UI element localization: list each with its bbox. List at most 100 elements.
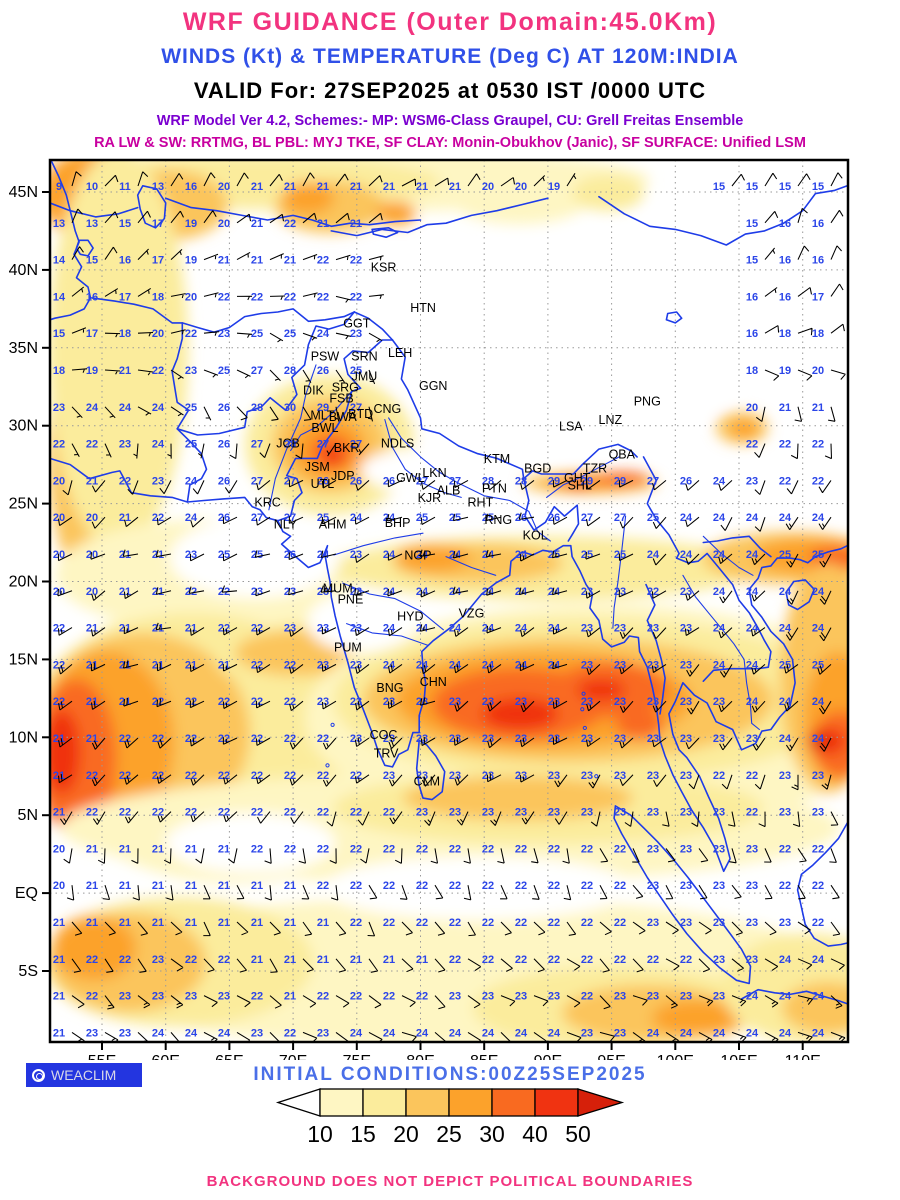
svg-text:100E: 100E <box>657 1053 694 1060</box>
svg-text:22: 22 <box>449 954 461 966</box>
svg-text:21: 21 <box>86 659 98 671</box>
city-label-ggt: GGT <box>343 317 370 331</box>
svg-text:23: 23 <box>713 991 725 1003</box>
city-label-chn: CHN <box>420 675 447 689</box>
svg-text:24: 24 <box>482 1027 495 1039</box>
svg-text:21: 21 <box>383 181 395 193</box>
svg-text:20: 20 <box>218 181 230 193</box>
svg-text:20: 20 <box>812 365 824 377</box>
city-label-utl: UTL <box>311 477 335 491</box>
svg-text:21: 21 <box>119 843 131 855</box>
svg-text:23: 23 <box>680 733 692 745</box>
svg-text:23: 23 <box>713 696 725 708</box>
svg-text:22: 22 <box>86 991 98 1003</box>
svg-text:22: 22 <box>746 807 758 819</box>
svg-text:23: 23 <box>647 807 659 819</box>
svg-text:21: 21 <box>152 843 164 855</box>
city-label-mum: MUM <box>323 581 353 595</box>
svg-text:20: 20 <box>53 549 65 561</box>
svg-text:22: 22 <box>86 439 98 451</box>
svg-text:23: 23 <box>383 696 395 708</box>
svg-text:23: 23 <box>53 402 65 414</box>
svg-text:16: 16 <box>812 218 824 230</box>
svg-text:23: 23 <box>746 880 758 892</box>
svg-text:105E: 105E <box>720 1053 757 1060</box>
svg-text:20: 20 <box>86 512 98 524</box>
wind-speed-shading <box>50 160 848 1042</box>
svg-text:28: 28 <box>284 439 296 451</box>
svg-text:40N: 40N <box>9 262 38 279</box>
city-label-bhp: BHP <box>385 516 411 530</box>
svg-text:21: 21 <box>53 954 65 966</box>
svg-text:24: 24 <box>779 512 792 524</box>
svg-text:21: 21 <box>152 549 164 561</box>
svg-text:22: 22 <box>416 917 428 929</box>
svg-text:21: 21 <box>152 659 164 671</box>
svg-text:21: 21 <box>53 991 65 1003</box>
svg-text:24: 24 <box>779 954 792 966</box>
svg-text:23: 23 <box>614 586 626 598</box>
svg-text:22: 22 <box>779 439 791 451</box>
city-label-fsb: FSB <box>329 391 353 405</box>
svg-text:22: 22 <box>812 439 824 451</box>
svg-text:23: 23 <box>317 659 329 671</box>
svg-text:23: 23 <box>812 770 824 782</box>
svg-text:22: 22 <box>614 917 626 929</box>
svg-text:24: 24 <box>779 586 792 598</box>
svg-text:14: 14 <box>53 291 66 303</box>
coastlines-boundaries <box>50 160 848 1005</box>
svg-text:25: 25 <box>482 512 494 524</box>
svg-text:19: 19 <box>779 365 791 377</box>
svg-text:22: 22 <box>449 843 461 855</box>
svg-text:22: 22 <box>350 917 362 929</box>
svg-text:21: 21 <box>251 255 263 267</box>
svg-text:25: 25 <box>548 549 560 561</box>
svg-text:23: 23 <box>647 733 659 745</box>
svg-text:22: 22 <box>317 255 329 267</box>
svg-text:23: 23 <box>482 770 494 782</box>
svg-text:23: 23 <box>119 991 131 1003</box>
svg-text:30N: 30N <box>9 418 38 435</box>
svg-text:21: 21 <box>152 623 164 635</box>
city-label-ahm: AHM <box>319 518 347 532</box>
svg-text:23: 23 <box>812 807 824 819</box>
svg-text:22: 22 <box>53 439 65 451</box>
svg-text:24: 24 <box>317 549 330 561</box>
city-label-gwl: GWL <box>396 471 425 485</box>
svg-text:22: 22 <box>581 880 593 892</box>
svg-text:22: 22 <box>86 807 98 819</box>
svg-text:21: 21 <box>317 218 329 230</box>
svg-text:22: 22 <box>647 954 659 966</box>
city-label-hyd: HYD <box>397 609 423 623</box>
graticule-grid <box>50 160 848 1042</box>
svg-text:16: 16 <box>746 328 758 340</box>
city-label-alb: ALB <box>437 483 461 497</box>
svg-text:22: 22 <box>812 917 824 929</box>
svg-text:24: 24 <box>812 733 825 745</box>
svg-text:24: 24 <box>779 733 792 745</box>
svg-text:23: 23 <box>713 843 725 855</box>
svg-text:16: 16 <box>779 255 791 267</box>
svg-text:21: 21 <box>218 659 230 671</box>
svg-text:23: 23 <box>647 623 659 635</box>
svg-text:9: 9 <box>56 181 62 193</box>
svg-text:23: 23 <box>713 733 725 745</box>
svg-text:23: 23 <box>614 623 626 635</box>
svg-text:23: 23 <box>680 770 692 782</box>
svg-text:23: 23 <box>482 991 494 1003</box>
svg-text:15: 15 <box>746 218 758 230</box>
svg-text:21: 21 <box>218 255 230 267</box>
svg-text:11: 11 <box>119 181 131 193</box>
svg-text:23: 23 <box>515 991 527 1003</box>
svg-text:24: 24 <box>812 991 825 1003</box>
svg-text:16: 16 <box>812 255 824 267</box>
wind-speed-colorbar: 10 15 20 25 30 40 50 <box>275 1088 625 1147</box>
svg-text:23: 23 <box>614 807 626 819</box>
svg-text:30: 30 <box>479 1121 505 1147</box>
svg-text:22: 22 <box>383 991 395 1003</box>
svg-text:25: 25 <box>185 402 197 414</box>
svg-text:28: 28 <box>284 365 296 377</box>
svg-text:15: 15 <box>119 218 131 230</box>
svg-text:21: 21 <box>416 181 428 193</box>
svg-text:21: 21 <box>185 659 197 671</box>
